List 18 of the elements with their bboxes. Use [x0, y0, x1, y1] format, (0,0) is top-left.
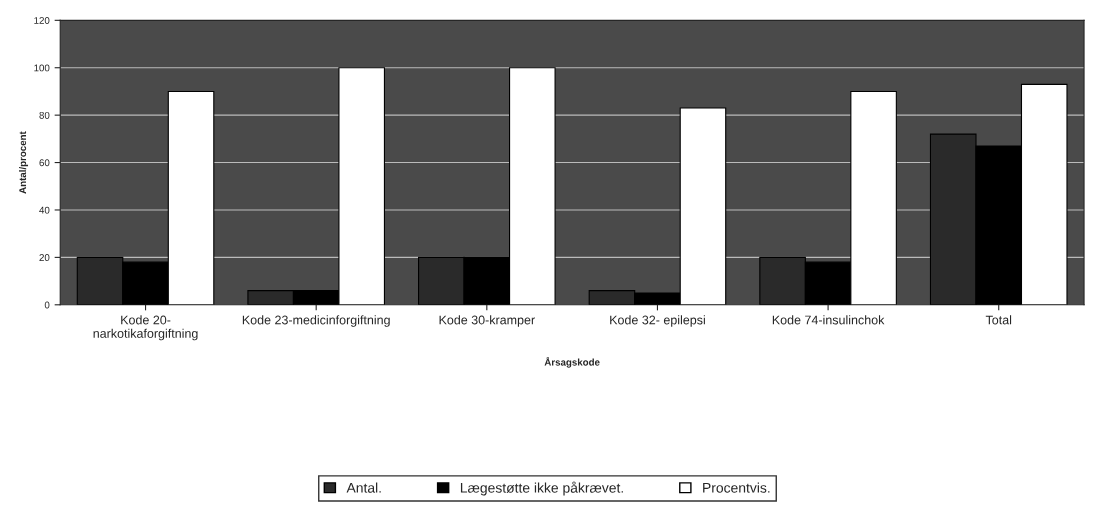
- y-tick-label: 80: [39, 111, 50, 119]
- y-tick-label: 60: [39, 159, 50, 167]
- x-tick-label: Total: [985, 315, 1012, 325]
- y-tick-label: 120: [34, 17, 50, 24]
- x-tick-label: Kode 74-insulinchok: [772, 315, 885, 325]
- y-axis-title: Antal/procent: [18, 131, 29, 194]
- legend-label: Antal.: [346, 482, 381, 493]
- legend-label: Procentvis.: [703, 482, 770, 493]
- y-tick-label: 40: [39, 206, 50, 214]
- x-tick-label: Kode 32- epilepsi: [610, 315, 705, 327]
- x-tick-label: Kode 23-medicinforgiftning: [242, 315, 390, 327]
- x-tick-label: Kode 30-kramper: [439, 315, 535, 327]
- y-tick-label: 0: [44, 301, 50, 309]
- x-tick-label: Kode 20- narkotikaforgiftning: [93, 315, 198, 341]
- y-tick-label: 100: [34, 64, 50, 72]
- legend-label: Lægestøtte ikke påkrævet.: [460, 481, 623, 496]
- y-tick-label: 20: [39, 254, 50, 262]
- x-axis-title: Årsagskode: [544, 357, 600, 368]
